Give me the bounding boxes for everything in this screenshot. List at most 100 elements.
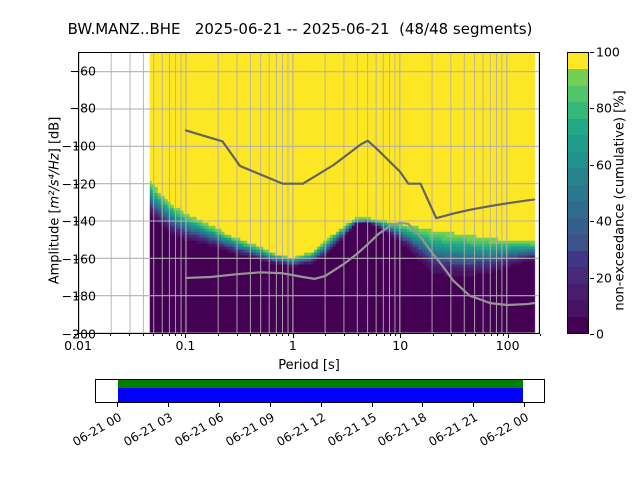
colorbar-band	[568, 151, 588, 169]
x-minor-tick-mark	[475, 334, 477, 336]
timeline-tick-mark	[524, 403, 526, 407]
colorbar-band	[568, 168, 588, 185]
colorbar-band	[568, 184, 588, 202]
x-minor-tick-mark	[502, 334, 504, 336]
colorbar-band	[568, 69, 588, 86]
y-tick-mark	[74, 258, 78, 260]
x-minor-tick-mark	[282, 334, 284, 336]
colorbar-band	[568, 250, 588, 268]
x-minor-tick-mark	[451, 334, 453, 336]
timeline-tick-label: 06-21 15	[324, 410, 379, 450]
x-minor-tick-mark	[464, 334, 466, 336]
x-tick-label: 10	[392, 338, 409, 353]
y-tick-label: −120	[61, 176, 96, 192]
timeline-tick-mark	[218, 403, 220, 407]
colorbar-tick-mark	[590, 164, 594, 166]
x-tick-mark	[185, 334, 187, 338]
x-minor-tick-mark	[276, 334, 278, 336]
colorbar-tick-mark	[590, 334, 594, 335]
timeline-tick-mark	[117, 403, 119, 407]
x-axis-label: Period [s]	[278, 358, 340, 373]
y-tick-label: −60	[69, 63, 96, 79]
x-tick-mark	[400, 334, 402, 338]
y-tick-label: −160	[61, 251, 96, 267]
x-minor-tick-mark	[344, 334, 346, 336]
timeline-tick-mark	[320, 403, 322, 407]
colorbar-band	[568, 283, 588, 301]
colorbar-tick-label: 0	[596, 326, 604, 342]
x-tick-label: 1	[288, 338, 297, 353]
x-minor-tick-mark	[161, 334, 163, 336]
y-tick-label: −100	[61, 138, 96, 154]
y-tick-label: −140	[61, 213, 96, 229]
x-minor-tick-mark	[168, 334, 170, 336]
x-minor-tick-mark	[142, 334, 144, 336]
y-tick-mark	[74, 334, 78, 335]
x-minor-tick-mark	[129, 334, 131, 336]
timeline-tick-mark	[371, 403, 373, 407]
colorbar-band	[568, 201, 588, 218]
colorbar-band	[568, 300, 588, 317]
x-minor-tick-mark	[269, 334, 270, 336]
x-minor-tick-mark	[540, 334, 541, 336]
figure-title: BW.MANZ..BHE 2025-06-21 -- 2025-06-21 (4…	[67, 20, 533, 38]
y-tick-mark	[74, 183, 78, 185]
colorbar-tick-mark	[590, 108, 594, 110]
colorbar-tick-mark	[590, 52, 594, 53]
x-minor-tick-mark	[260, 334, 262, 336]
colorbar-band	[568, 234, 588, 251]
colorbar-band	[568, 102, 588, 119]
x-minor-tick-mark	[217, 334, 219, 336]
x-minor-tick-mark	[357, 334, 359, 336]
x-minor-tick-mark	[236, 334, 238, 336]
y-tick-mark	[74, 70, 78, 72]
colorbar-band	[568, 85, 588, 103]
x-minor-tick-mark	[367, 334, 369, 336]
x-tick-label: 100	[495, 338, 520, 353]
x-minor-tick-mark	[287, 334, 289, 336]
x-minor-tick-mark	[153, 334, 155, 336]
timeline-tick-mark	[167, 403, 169, 407]
x-minor-tick-mark	[491, 334, 493, 336]
y-tick-mark	[74, 108, 78, 110]
colorbar-tick-label: 60	[596, 157, 612, 173]
colorbar	[567, 52, 589, 334]
ppsd-plot-area[interactable]	[78, 52, 540, 334]
colorbar-label: non-exceedance (cumulative) [%]	[612, 90, 628, 311]
timeline-tick-mark	[422, 403, 424, 407]
timeline-tick-label: 06-21 18	[375, 410, 430, 450]
y-tick-label: −180	[61, 288, 96, 304]
colorbar-band	[568, 217, 588, 235]
x-tick-mark	[78, 334, 79, 338]
y-tick-mark	[74, 296, 78, 298]
colorbar-tick-label: 20	[596, 270, 612, 286]
colorbar-tick-label: 80	[596, 100, 612, 116]
timeline-tick-label: 06-21 03	[121, 410, 175, 450]
x-tick-mark	[292, 334, 294, 338]
colorbar-band	[568, 135, 588, 152]
psd-coverage-bar	[117, 388, 524, 402]
x-minor-tick-mark	[376, 334, 378, 336]
x-minor-tick-mark	[395, 334, 397, 336]
ppsd-density-heatmap	[79, 53, 539, 333]
x-tick-label: 0.01	[64, 338, 92, 353]
x-minor-tick-mark	[180, 334, 182, 336]
colorbar-tick-mark	[590, 221, 594, 223]
y-tick-mark	[74, 146, 78, 147]
x-tick-mark	[507, 334, 509, 338]
colorbar-tick-mark	[590, 277, 594, 279]
x-minor-tick-mark	[110, 334, 112, 336]
timeline-tick-label: 06-21 00	[70, 410, 125, 450]
x-minor-tick-mark	[325, 334, 327, 336]
y-axis-label: Amplitude [m²/s⁴/Hz] [dB]	[47, 116, 63, 285]
timeline-tick-label: 06-21 12	[273, 410, 328, 450]
y-tick-mark	[74, 221, 78, 223]
colorbar-band	[568, 316, 588, 333]
timeline-tick-label: 06-21 06	[172, 410, 226, 450]
y-tick-label: −80	[69, 100, 96, 116]
coverage-timeline[interactable]	[95, 379, 545, 403]
timeline-tick-mark	[269, 403, 271, 407]
timeline-tick-label: 06-21 09	[223, 410, 277, 450]
timeline-tick-mark	[473, 403, 475, 407]
x-minor-tick-mark	[432, 334, 434, 336]
